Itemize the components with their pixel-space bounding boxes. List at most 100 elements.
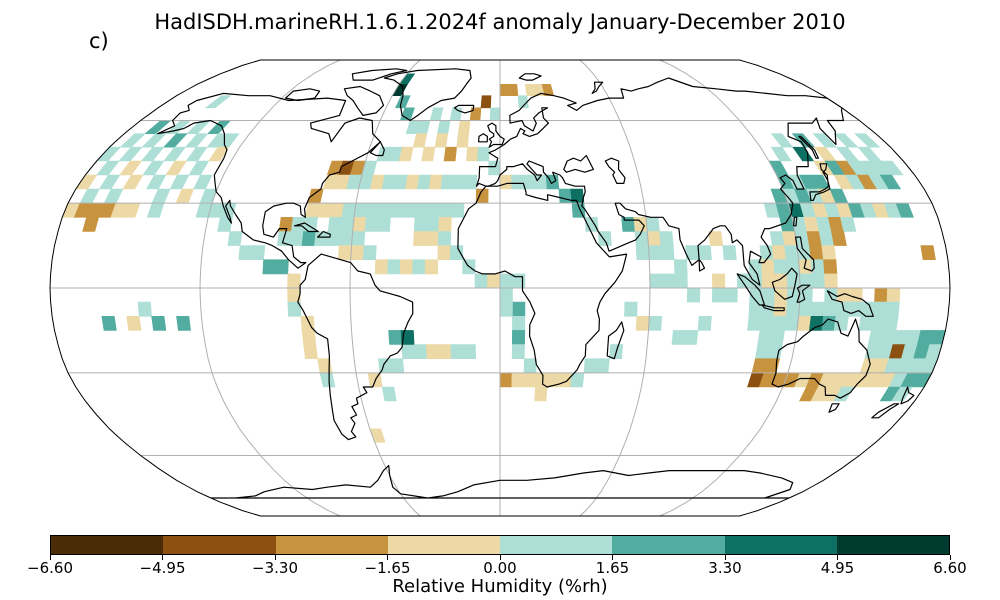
anomaly-cell — [426, 202, 441, 218]
anomaly-cell — [624, 301, 638, 317]
anomaly-cell — [437, 120, 451, 134]
anomaly-cell — [558, 372, 573, 388]
anomaly-cell — [661, 273, 676, 289]
anomaly-cell — [480, 95, 492, 109]
coastline-antarctica — [210, 465, 794, 499]
anomaly-cell — [417, 174, 432, 190]
anomaly-cell — [595, 358, 610, 374]
coastlines — [157, 68, 915, 499]
anomaly-cell — [337, 245, 352, 260]
anomaly-cell — [760, 259, 775, 275]
anomaly-cell — [398, 73, 416, 85]
anomaly-cell — [645, 217, 660, 232]
graticule — [50, 60, 950, 516]
anomaly-cell — [450, 344, 464, 359]
anomaly-cell — [835, 146, 860, 162]
anomaly-cell — [477, 146, 490, 162]
colorbar-segment — [51, 536, 164, 554]
anomaly-cell — [437, 245, 451, 260]
coastline-hispaniola — [317, 230, 331, 238]
coastline-africa — [457, 182, 628, 388]
anomaly-cell — [163, 133, 188, 148]
colorbar-tick-label: −3.30 — [252, 559, 298, 577]
anomaly-cell — [440, 174, 455, 190]
colorbar-segment — [724, 536, 837, 554]
colorbar — [50, 535, 950, 555]
anomaly-cell — [425, 217, 440, 232]
anomaly-cell — [469, 107, 482, 121]
anomaly-cell — [462, 344, 477, 359]
colorbar-tick — [949, 555, 951, 560]
anomaly-cell — [535, 372, 549, 388]
anomaly-cell — [388, 330, 403, 345]
anomaly-cell — [451, 202, 465, 218]
anomaly-cell — [443, 146, 457, 162]
anomaly-cell — [75, 174, 98, 190]
anomaly-cell — [674, 273, 688, 289]
anomaly-cell — [319, 372, 336, 388]
anomaly-cell — [402, 202, 417, 218]
coastline-tasmania — [828, 403, 840, 413]
anomaly-cell — [464, 174, 478, 190]
coastline-java — [761, 304, 785, 312]
coastline-victoria-island — [285, 88, 321, 102]
anomaly-cell — [456, 133, 470, 148]
coastline-greenland — [383, 68, 472, 122]
coastline-madagascar — [606, 321, 625, 360]
anomaly-cell — [364, 217, 379, 232]
anomaly-cell — [413, 344, 428, 359]
anomaly-cell — [857, 146, 882, 162]
anomaly-cell — [711, 287, 726, 303]
anomaly-cell — [798, 301, 813, 317]
colorbar-tick — [612, 555, 613, 560]
anomaly-cell — [365, 202, 381, 218]
anomaly-cell — [274, 259, 289, 275]
anomaly-cell — [428, 174, 443, 190]
anomaly-cell — [437, 231, 452, 246]
anomaly-cell — [833, 133, 859, 148]
anomaly-cell — [438, 217, 452, 232]
anomaly-cell — [118, 146, 143, 162]
anomaly-cell — [151, 316, 167, 331]
anomaly-cell — [499, 273, 513, 289]
coastline-taiwan — [793, 216, 798, 227]
colorbar-tick — [499, 555, 501, 560]
anomaly-cell — [870, 316, 887, 331]
colorbar-segment — [612, 536, 725, 554]
colorbar-tick-label: −6.60 — [27, 559, 73, 577]
anomaly-cell — [421, 146, 436, 162]
anomaly-cell — [193, 174, 213, 190]
anomaly-cell — [872, 301, 888, 317]
anomaly-cell — [534, 174, 548, 190]
anomaly-cell — [671, 330, 686, 345]
anomaly-cell — [151, 188, 171, 204]
anomaly-cell — [774, 287, 788, 303]
figure-title: HadISDH.marineRH.1.6.1.2024f anomaly Jan… — [154, 10, 846, 34]
anomaly-cell — [262, 259, 277, 275]
coastline-black-sea — [563, 154, 594, 173]
anomaly-cell — [823, 259, 838, 275]
colorbar-tick-label: 3.30 — [708, 559, 742, 577]
coastline-australia — [771, 318, 871, 399]
anomaly-cell — [188, 160, 210, 176]
anomaly-cell — [146, 202, 165, 218]
anomaly-cell — [767, 344, 783, 359]
anomaly-cell — [474, 273, 488, 289]
coastline-new-zealand-north — [900, 386, 915, 405]
anomaly-cell — [227, 231, 243, 246]
anomaly-cell — [204, 95, 232, 109]
anomaly-cell — [390, 202, 405, 218]
anomaly-cell — [378, 358, 393, 374]
anomaly-cell — [378, 202, 393, 218]
anomaly-cell — [438, 202, 453, 218]
anomaly-cell — [387, 259, 401, 275]
anomaly-cell — [499, 287, 513, 303]
anomaly-cell — [773, 301, 788, 317]
colorbar-tick-label: 4.95 — [820, 559, 855, 577]
anomaly-cell — [301, 231, 317, 246]
anomaly-cell — [523, 358, 537, 374]
anomaly-cell — [784, 316, 799, 331]
anomaly-cell — [301, 330, 317, 345]
anomaly-cell — [499, 372, 513, 388]
colorbar-tick-label: −4.95 — [139, 559, 186, 577]
